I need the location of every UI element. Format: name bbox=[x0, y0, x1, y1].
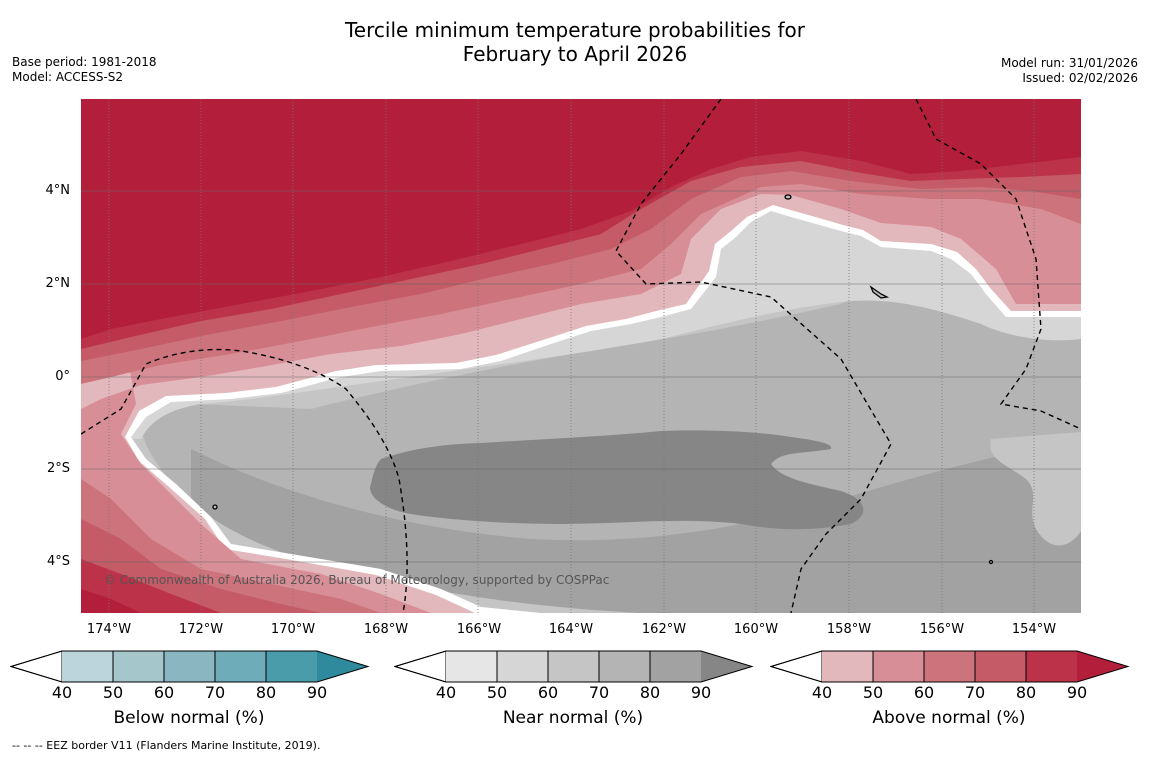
near-normal-swatch-70 bbox=[599, 651, 650, 682]
above-normal-colorbar bbox=[770, 650, 1130, 683]
title-line-2: February to April 2026 bbox=[462, 42, 688, 66]
title-line-1: Tercile minimum temperature probabilitie… bbox=[344, 18, 806, 42]
below-normal-tick-90: 90 bbox=[306, 683, 328, 702]
lon-label-168w: 168°W bbox=[363, 622, 409, 637]
meta-right: Model run: 31/01/2026 Issued: 02/02/2026 bbox=[1001, 56, 1138, 86]
lon-label-154w: 154°W bbox=[1011, 622, 1057, 637]
below-normal-title: Below normal (%) bbox=[113, 708, 265, 728]
lon-label-160w: 160°W bbox=[733, 622, 779, 637]
lat-label-4s: 4°S bbox=[46, 554, 70, 569]
lat-lines bbox=[81, 190, 1081, 563]
eez-borders bbox=[81, 99, 1081, 613]
lon-label-156w: 156°W bbox=[919, 622, 965, 637]
probability-map bbox=[81, 99, 1081, 613]
below-normal-swatch-60 bbox=[164, 651, 215, 682]
below-normal-swatch-50 bbox=[113, 651, 164, 682]
map-panel bbox=[81, 99, 1081, 613]
near-normal-60-east bbox=[990, 432, 1081, 546]
above-normal-swatch-80 bbox=[1026, 651, 1077, 682]
above-normal-arrow-low bbox=[770, 650, 823, 683]
islands bbox=[212, 194, 994, 565]
near-normal-arrow-high bbox=[701, 651, 752, 682]
below-normal-swatch-80 bbox=[266, 651, 317, 682]
near-normal-tick-90: 90 bbox=[690, 683, 712, 702]
below-normal-arrow-high bbox=[317, 651, 368, 682]
below-normal-swatch-70 bbox=[215, 651, 266, 682]
above-normal-tick-50: 50 bbox=[862, 683, 884, 702]
model-name: Model: ACCESS-S2 bbox=[12, 70, 124, 84]
near-normal-tick-60: 60 bbox=[537, 683, 559, 702]
lat-label-0: 0° bbox=[55, 369, 70, 384]
lon-label-172w: 172°W bbox=[178, 622, 224, 637]
above-normal-tick-90: 90 bbox=[1066, 683, 1088, 702]
near-normal-swatch-40 bbox=[446, 651, 497, 682]
base-period: Base period: 1981-2018 bbox=[12, 55, 157, 69]
near-normal-colorbar bbox=[394, 650, 754, 683]
lon-label-164w: 164°W bbox=[548, 622, 594, 637]
chart-title: Tercile minimum temperature probabilitie… bbox=[0, 18, 1150, 66]
lon-label-162w: 162°W bbox=[641, 622, 687, 637]
near-normal-arrow-low bbox=[394, 650, 447, 683]
copyright-note: © Commonwealth of Australia 2026, Bureau… bbox=[104, 573, 610, 587]
below-normal-tick-50: 50 bbox=[102, 683, 124, 702]
eez-footnote: -- -- -- EEZ border V11 (Flanders Marine… bbox=[12, 739, 321, 752]
lon-label-158w: 158°W bbox=[826, 622, 872, 637]
near-normal-tick-40: 40 bbox=[435, 683, 457, 702]
lon-label-166w: 166°W bbox=[456, 622, 502, 637]
below-normal-colorbar bbox=[10, 650, 370, 683]
near-normal-swatch-80 bbox=[650, 651, 701, 682]
lon-label-170w: 170°W bbox=[270, 622, 316, 637]
lat-label-4n: 4°N bbox=[45, 183, 71, 198]
near-normal-swatch-50 bbox=[497, 651, 548, 682]
above-normal-tick-70: 70 bbox=[964, 683, 986, 702]
below-normal-tick-60: 60 bbox=[153, 683, 175, 702]
above-normal-swatch-60 bbox=[924, 651, 975, 682]
above-normal-swatch-40 bbox=[822, 651, 873, 682]
near-normal-tick-50: 50 bbox=[486, 683, 508, 702]
near-normal-tick-80: 80 bbox=[639, 683, 661, 702]
near-normal-90-region bbox=[370, 430, 864, 530]
issued-date: Issued: 02/02/2026 bbox=[1022, 71, 1138, 85]
near-normal-tick-70: 70 bbox=[588, 683, 610, 702]
below-normal-tick-40: 40 bbox=[51, 683, 73, 702]
below-normal-arrow-low bbox=[10, 650, 63, 683]
near-normal-swatch-60 bbox=[548, 651, 599, 682]
above-normal-arrow-high bbox=[1077, 651, 1128, 682]
above-normal-title: Above normal (%) bbox=[872, 708, 1026, 728]
above-normal-tick-60: 60 bbox=[913, 683, 935, 702]
near-normal-title: Near normal (%) bbox=[502, 708, 644, 728]
lat-label-2n: 2°N bbox=[45, 276, 71, 291]
above-normal-swatch-70 bbox=[975, 651, 1026, 682]
lon-label-174w: 174°W bbox=[86, 622, 132, 637]
above-normal-90-region bbox=[81, 99, 1081, 613]
below-normal-tick-70: 70 bbox=[204, 683, 226, 702]
model-run: Model run: 31/01/2026 bbox=[1000, 56, 1138, 70]
above-normal-tick-80: 80 bbox=[1015, 683, 1037, 702]
lat-label-2s: 2°S bbox=[46, 461, 70, 476]
below-normal-swatch-40 bbox=[62, 651, 113, 682]
above-normal-swatch-50 bbox=[873, 651, 924, 682]
near-normal-80-bottom bbox=[191, 439, 1081, 613]
below-normal-tick-80: 80 bbox=[255, 683, 277, 702]
meta-left: Base period: 1981-2018 Model: ACCESS-S2 bbox=[12, 55, 157, 85]
above-normal-tick-40: 40 bbox=[811, 683, 833, 702]
